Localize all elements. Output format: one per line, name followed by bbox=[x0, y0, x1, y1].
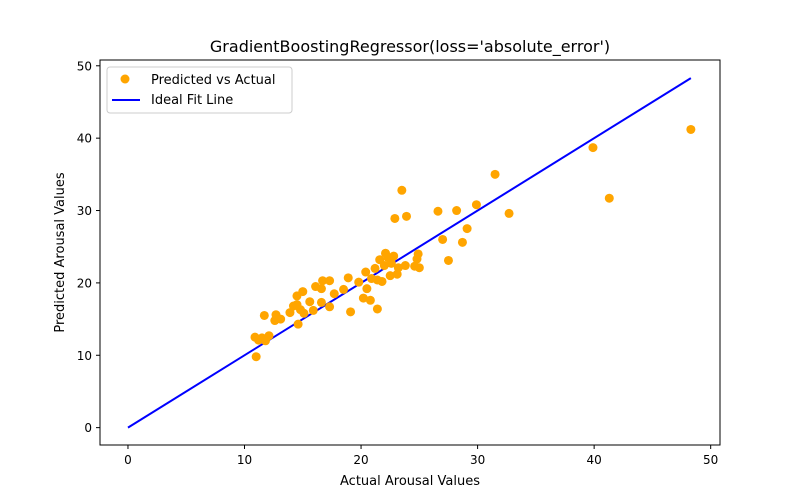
legend-box bbox=[106, 66, 293, 114]
scatter-point-47 bbox=[390, 213, 400, 223]
x-tick-label: 10 bbox=[237, 453, 252, 467]
scatter-point-50 bbox=[397, 185, 407, 195]
scatter-point-58 bbox=[438, 234, 448, 244]
scatter-point-45 bbox=[386, 258, 396, 268]
scatter-point-9 bbox=[276, 314, 286, 324]
scatter-point-55 bbox=[413, 249, 423, 259]
legend: Predicted vs Actual Ideal Fit Line bbox=[106, 66, 293, 114]
scatter-point-51 bbox=[400, 261, 410, 271]
scatter-point-66 bbox=[588, 143, 598, 153]
scatter-point-32 bbox=[361, 267, 371, 277]
scatter-point-59 bbox=[443, 255, 453, 265]
x-tick-label: 20 bbox=[353, 453, 368, 467]
x-tick-label: 30 bbox=[470, 453, 485, 467]
scatter-point-25 bbox=[325, 302, 335, 312]
scatter-point-44 bbox=[385, 271, 395, 281]
plot-frame bbox=[99, 59, 721, 446]
scatter-point-67 bbox=[604, 193, 614, 203]
x-tick-label: 40 bbox=[586, 453, 601, 467]
scatter-points-layer bbox=[250, 124, 696, 362]
scatter-point-52 bbox=[402, 211, 412, 221]
scatter-point-61 bbox=[457, 237, 467, 247]
x-axis-label: Actual Arousal Values bbox=[340, 474, 480, 489]
scatter-point-36 bbox=[370, 263, 380, 273]
scatter-point-56 bbox=[414, 263, 424, 273]
y-tick-label: 20 bbox=[77, 276, 92, 290]
x-axis-ticks: 0 10 20 30 40 50 bbox=[124, 445, 718, 467]
scatter-point-30 bbox=[354, 277, 364, 287]
legend-label-predicted: Predicted vs Actual bbox=[151, 73, 275, 88]
scatter-point-24 bbox=[325, 276, 335, 286]
scatter-point-68 bbox=[686, 124, 696, 134]
scatter-point-18 bbox=[305, 297, 315, 307]
scatter-point-31 bbox=[358, 293, 368, 303]
y-axis-label: Predicted Arousal Values bbox=[53, 172, 68, 332]
plot-area bbox=[99, 59, 721, 446]
scatter-point-65 bbox=[504, 208, 514, 218]
scatter-point-14 bbox=[293, 319, 303, 329]
y-tick-label: 50 bbox=[77, 59, 92, 73]
y-tick-label: 30 bbox=[77, 204, 92, 218]
y-tick-label: 10 bbox=[77, 349, 92, 363]
scatter-point-62 bbox=[462, 224, 472, 234]
scatter-point-6 bbox=[264, 331, 274, 341]
legend-marker-predicted bbox=[120, 74, 130, 84]
y-tick-label: 0 bbox=[84, 421, 92, 435]
scatter-point-49 bbox=[393, 263, 403, 273]
ideal-fit-line bbox=[127, 77, 692, 429]
scatter-point-22 bbox=[318, 276, 328, 286]
scatter-point-28 bbox=[343, 273, 353, 283]
scatter-point-38 bbox=[372, 304, 382, 314]
scatter-point-4 bbox=[259, 310, 269, 320]
x-tick-label: 0 bbox=[124, 453, 132, 467]
scatter-point-64 bbox=[490, 169, 500, 179]
scatter-point-27 bbox=[339, 284, 349, 294]
y-axis-ticks: 0 10 20 30 40 50 bbox=[77, 59, 100, 435]
scatter-point-46 bbox=[389, 251, 399, 261]
scatter-point-17 bbox=[299, 308, 309, 318]
scatter-point-23 bbox=[316, 297, 326, 307]
scatter-point-41 bbox=[379, 261, 389, 271]
legend-label-ideal-line: Ideal Fit Line bbox=[151, 93, 233, 108]
y-tick-label: 40 bbox=[77, 132, 92, 146]
scatter-point-63 bbox=[471, 200, 481, 210]
scatter-point-19 bbox=[308, 305, 318, 315]
scatter-point-16 bbox=[298, 287, 308, 297]
ideal-fit-line-layer bbox=[127, 77, 692, 429]
scatter-point-34 bbox=[365, 295, 375, 305]
scatter-point-26 bbox=[329, 289, 339, 299]
chart-title: GradientBoostingRegressor(loss='absolute… bbox=[210, 37, 610, 57]
scatter-point-60 bbox=[452, 206, 462, 216]
scatter-point-57 bbox=[433, 206, 443, 216]
scatter-point-1 bbox=[251, 352, 261, 362]
scatter-point-21 bbox=[316, 284, 326, 294]
x-tick-label: 50 bbox=[703, 453, 718, 467]
scatter-point-33 bbox=[362, 284, 372, 294]
scatter-point-29 bbox=[346, 307, 356, 317]
scatter-point-40 bbox=[377, 276, 387, 286]
